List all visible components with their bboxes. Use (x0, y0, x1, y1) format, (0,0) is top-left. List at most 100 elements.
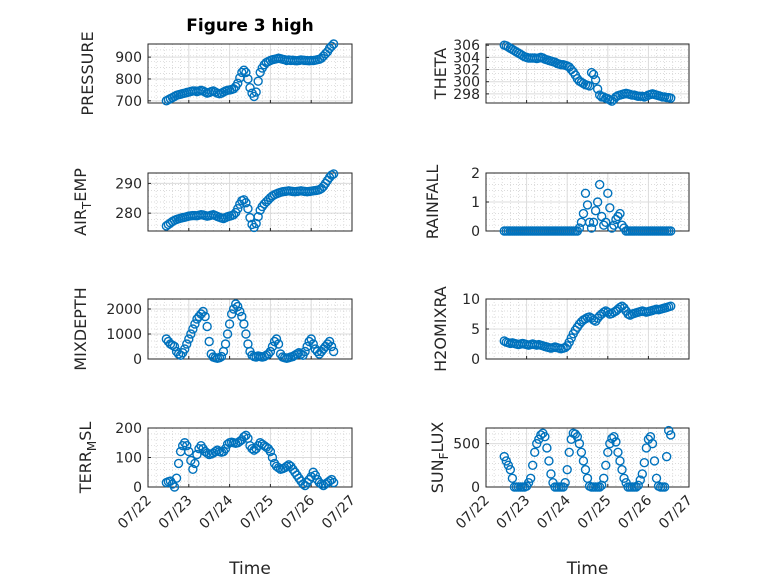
data-point (251, 87, 261, 97)
data-point (666, 430, 676, 440)
x-tick-label: 07/25 (237, 493, 277, 533)
data-point (586, 67, 597, 78)
data-point (525, 473, 536, 484)
y-tick-label: 1 (471, 195, 480, 211)
y-tick-label: 306 (453, 38, 480, 54)
x-axis-label: Time (228, 559, 271, 579)
data-point (641, 443, 652, 453)
data-point (501, 456, 511, 466)
data-point (265, 446, 276, 457)
y-axis-label-air-temp: AIRTEMP (71, 168, 94, 236)
y-tick-label: 1000 (106, 327, 142, 343)
x-tick-label: 07/22 (453, 493, 493, 533)
data-point (226, 309, 237, 319)
data-point (239, 432, 249, 442)
x-tick-label: 07/22 (115, 493, 155, 533)
y-axis-label-mixdepth: MIXDEPTH (71, 287, 90, 370)
y-axis-label-terr-msl: TERRMSL (76, 422, 99, 495)
panel-rainfall: 0 1 2 RAINFALL (423, 165, 690, 240)
y-tick-label: 10 (462, 292, 480, 308)
x-tick-label: 07/24 (534, 492, 574, 532)
data-point (316, 479, 327, 489)
data-point (308, 339, 318, 349)
data-point (570, 429, 581, 439)
data-point (580, 464, 591, 475)
data-point (302, 341, 312, 352)
data-point (546, 469, 556, 479)
data-point (599, 473, 609, 484)
series-sun-flux (499, 425, 676, 492)
data-point (578, 456, 589, 466)
data-point (190, 458, 200, 469)
data-point (527, 460, 538, 471)
data-point (666, 226, 676, 236)
data-point (216, 351, 227, 362)
data-point (605, 203, 615, 213)
data-point (582, 200, 593, 210)
series-air-temp (161, 169, 339, 233)
data-point (202, 321, 212, 332)
data-point (649, 456, 660, 466)
data-point (300, 346, 310, 357)
data-point (507, 473, 518, 484)
data-point (324, 476, 335, 486)
data-point (592, 84, 603, 94)
data-point (241, 329, 251, 339)
data-point (326, 41, 337, 51)
data-point (664, 425, 674, 436)
x-tick-label: 07/26 (615, 492, 655, 532)
data-point (603, 188, 613, 199)
data-point (615, 208, 625, 219)
data-point (222, 329, 233, 339)
data-point (588, 217, 599, 228)
data-point (255, 67, 265, 78)
data-point (560, 477, 570, 488)
data-point (631, 482, 641, 492)
data-point (265, 346, 276, 357)
data-point (184, 334, 194, 344)
data-point (253, 212, 263, 222)
data-point (637, 469, 648, 479)
data-point (613, 447, 623, 457)
data-point (590, 75, 601, 85)
data-point (505, 464, 516, 475)
y-tick-label: 5 (471, 322, 480, 338)
panel-air-temp: 280 290 AIRTEMP (71, 168, 353, 236)
y-tick-label: 100 (115, 451, 142, 467)
x-tick-label: 07/24 (197, 492, 237, 532)
y-tick-label: 302 (453, 63, 480, 79)
x-tick-label: 07/23 (156, 493, 196, 533)
data-point (233, 78, 243, 89)
series-pressure (161, 39, 339, 106)
series-rainfall (499, 179, 676, 236)
y-axis-label-sun-flux: SUNFLUX (428, 422, 451, 494)
panel-terr-msl: 0 100 200 TERRMSL 07/22 07/23 07/24 07/25 07/26 0… (76, 421, 359, 579)
data-point (267, 341, 278, 352)
data-point (188, 324, 198, 334)
data-point (562, 464, 572, 475)
data-point (192, 449, 202, 460)
y-tick-label: 500 (453, 437, 480, 453)
data-point (588, 69, 599, 80)
data-point (503, 460, 514, 471)
data-point (249, 91, 259, 102)
data-point (661, 451, 672, 462)
data-point (224, 319, 235, 329)
data-point (253, 76, 263, 86)
y-tick-label: 2000 (106, 302, 142, 318)
y-tick-label: 304 (453, 50, 480, 66)
data-point (326, 170, 337, 180)
data-point (594, 179, 605, 190)
data-point (619, 473, 629, 484)
data-point (639, 458, 650, 468)
y-tick-label: 0 (133, 480, 142, 496)
data-point (231, 299, 241, 309)
data-point (615, 456, 625, 466)
data-point (184, 446, 194, 457)
data-point (310, 470, 320, 480)
data-point (580, 188, 591, 199)
y-tick-label: 290 (115, 176, 142, 192)
data-point (594, 482, 605, 492)
